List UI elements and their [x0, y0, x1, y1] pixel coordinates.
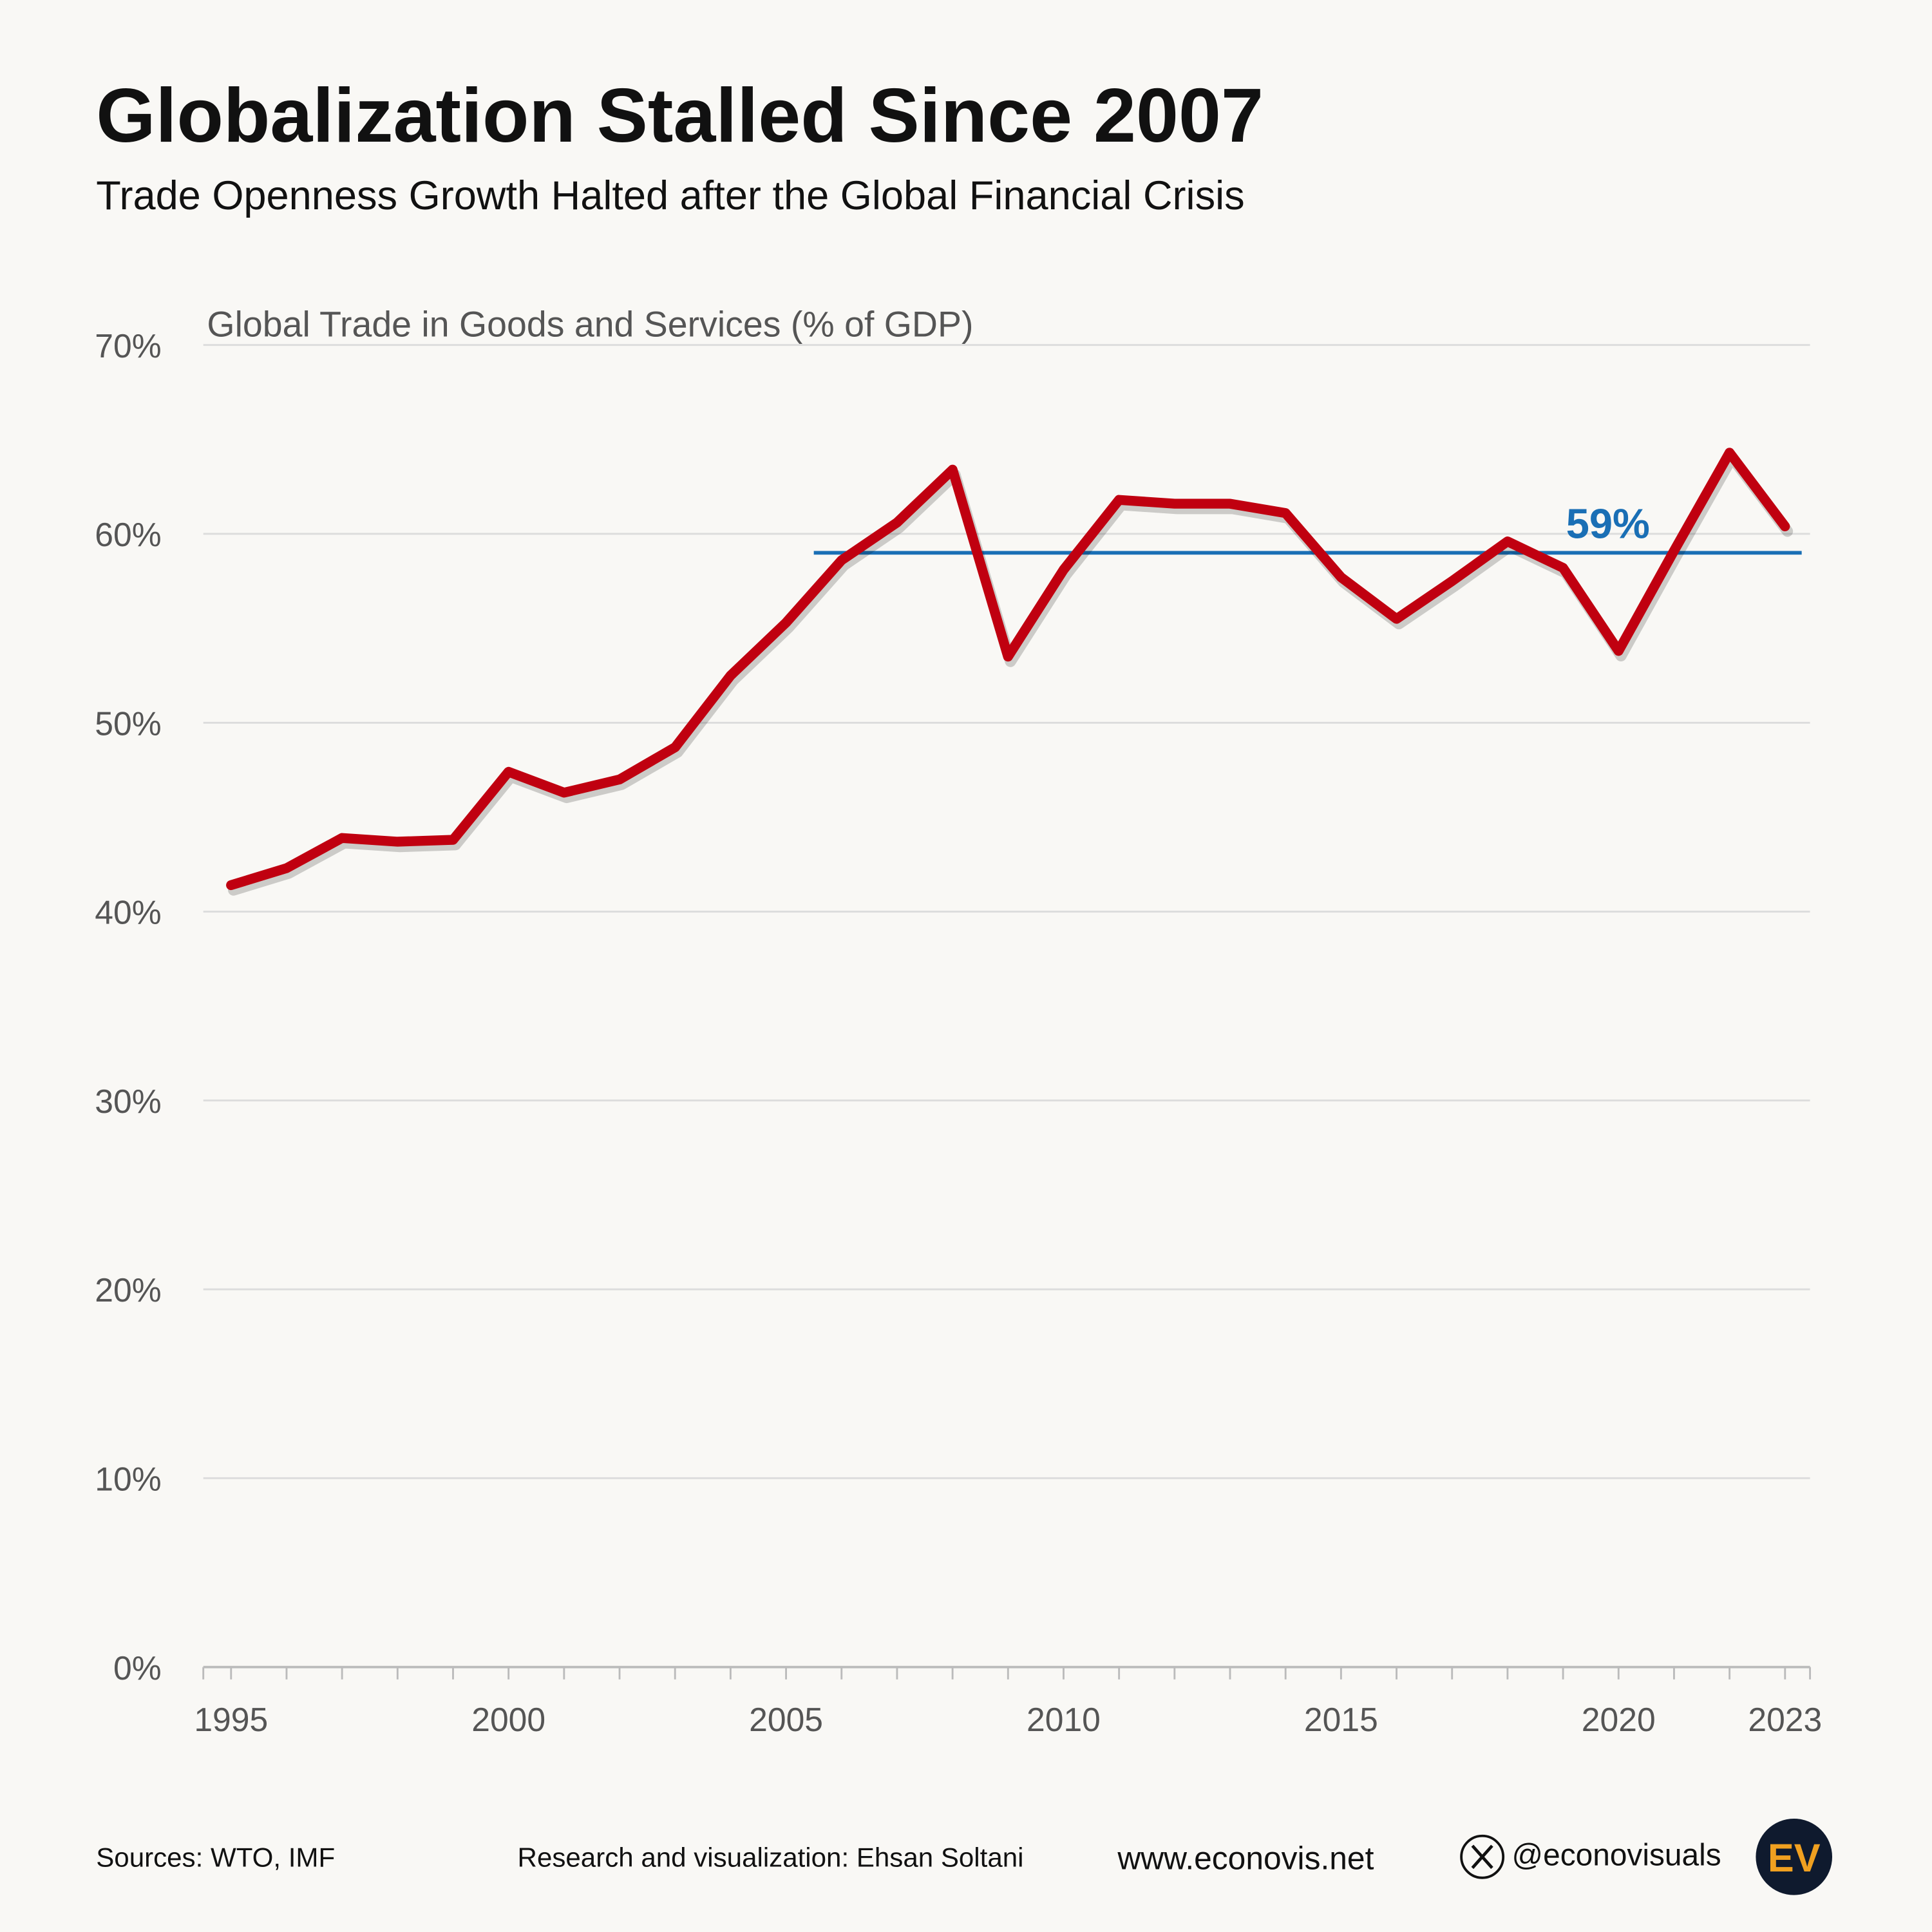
y-tick-label: 50%: [95, 705, 161, 742]
chart-subtitle: Trade Openness Growth Halted after the G…: [96, 173, 1245, 218]
plot-area: 0% 10% 20% 30% 40% 50% 60% 70% 1995 2000 2005 2010 2…: [95, 327, 1822, 1738]
data-line: [226, 448, 1790, 891]
reference-label: 59%: [1566, 500, 1650, 547]
x-tick-label: 2015: [1304, 1701, 1378, 1738]
y-tick-label: 30%: [95, 1083, 161, 1120]
footer-website: www.econovis.net: [1117, 1840, 1374, 1876]
footer-credit: Research and visualization: Ehsan Soltan…: [518, 1842, 1024, 1873]
x-logo-ring: [1460, 1834, 1505, 1879]
x-tick-label: 2023: [1748, 1701, 1822, 1738]
logo-text: EV: [1768, 1836, 1821, 1880]
footer-sources: Sources: WTO, IMF: [96, 1842, 335, 1873]
x-logo: [1471, 1844, 1493, 1870]
x-tick-label: 2005: [749, 1701, 823, 1738]
y-tick-label: 40%: [95, 894, 161, 931]
y-axis-label: Global Trade in Goods and Services (% of…: [207, 304, 973, 344]
x-tick-label: 2000: [471, 1701, 545, 1738]
y-tick-label: 60%: [95, 516, 161, 553]
y-tick-label: 70%: [95, 327, 161, 365]
y-tick-label: 20%: [95, 1271, 161, 1309]
chart-title: Globalization Stalled Since 2007: [96, 73, 1264, 158]
x-tick-label: 2010: [1027, 1701, 1101, 1738]
x-tick-label: 2020: [1582, 1701, 1656, 1738]
x-tick-label: 1995: [194, 1701, 268, 1738]
y-tick-label: 0%: [113, 1649, 162, 1687]
logo-badge: [1756, 1818, 1833, 1895]
footer-handle: @econovisuals: [1512, 1839, 1721, 1873]
y-tick-label: 10%: [95, 1461, 161, 1498]
